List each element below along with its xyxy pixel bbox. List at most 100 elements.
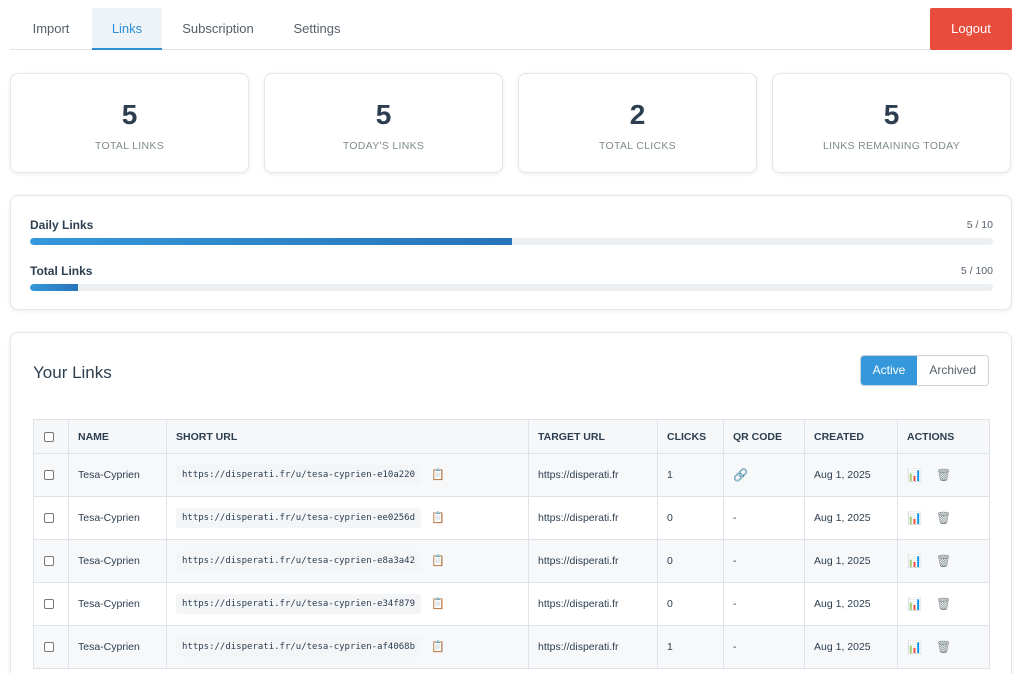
column-header-target-url: TARGET URL xyxy=(528,419,658,454)
column-header-created: CREATED xyxy=(804,419,898,454)
row-select-cell xyxy=(33,539,69,583)
stat-label: TOTAL CLICKS xyxy=(599,140,676,152)
actions-cell: 📊 🗑 xyxy=(897,539,990,583)
table-row: Tesa-Cyprien https://disperati.fr/u/tesa… xyxy=(33,496,990,540)
links-panel: Your Links Active Archived NAME SHORT UR… xyxy=(10,332,1012,673)
stat-value: 2 xyxy=(629,99,646,130)
click-count: 1 xyxy=(657,453,724,497)
bar-chart-icon[interactable]: 📊 xyxy=(907,597,922,611)
stat-label: TODAY'S LINKS xyxy=(342,140,425,152)
qr-code-cell: 🔗 xyxy=(723,453,805,497)
link-name: Tesa-Cyprien xyxy=(68,539,167,583)
stat-card-todays-links: 5 TODAY'S LINKS xyxy=(264,73,503,173)
trash-icon[interactable]: 🗑 xyxy=(935,554,952,568)
link-name: Tesa-Cyprien xyxy=(68,496,167,540)
row-select-cell xyxy=(33,582,69,626)
table-row: Tesa-Cyprien https://disperati.fr/u/tesa… xyxy=(33,539,990,583)
click-count: 1 xyxy=(657,625,724,669)
qr-code-cell: - xyxy=(723,496,805,540)
links-table: NAME SHORT URL TARGET URL CLICKS QR CODE… xyxy=(33,419,990,669)
actions-cell: 📊 🗑 xyxy=(897,496,990,540)
archived-filter-button[interactable]: Archived xyxy=(917,356,988,385)
usage-progress-panel: Daily Links 5 / 10 Total Links 5 / 100 xyxy=(10,195,1012,310)
stat-label: TOTAL LINKS xyxy=(94,140,165,152)
actions-cell: 📊 🗑 xyxy=(897,625,990,669)
link-icon[interactable]: 🔗 xyxy=(733,468,748,482)
qr-code-cell: - xyxy=(723,625,805,669)
links-title: Your Links xyxy=(33,363,112,382)
row-checkbox[interactable] xyxy=(44,470,54,481)
column-header-actions: ACTIONS xyxy=(897,419,990,454)
select-all-checkbox[interactable] xyxy=(44,431,54,442)
trash-icon[interactable]: 🗑 xyxy=(935,640,952,654)
tab-links[interactable]: Links xyxy=(92,8,162,50)
table-header-row: NAME SHORT URL TARGET URL CLICKS QR CODE… xyxy=(33,419,990,454)
click-count: 0 xyxy=(657,496,724,540)
daily-links-progress-fill xyxy=(30,238,512,245)
target-url: https://disperati.fr xyxy=(528,582,658,626)
column-header-name: NAME xyxy=(68,419,167,454)
total-links-progress-bar xyxy=(30,284,993,291)
tab-import[interactable]: Import xyxy=(32,21,70,36)
created-date: Aug 1, 2025 xyxy=(804,496,898,540)
stat-card-total-clicks: 2 TOTAL CLICKS xyxy=(518,73,757,173)
short-url[interactable]: https://disperati.fr/u/tesa-cyprien-af40… xyxy=(176,637,421,657)
bar-chart-icon[interactable]: 📊 xyxy=(907,468,922,482)
clipboard-icon[interactable]: 📋 xyxy=(431,597,445,610)
logout-button[interactable]: Logout xyxy=(930,8,1012,50)
trash-icon[interactable]: 🗑 xyxy=(935,468,952,482)
clipboard-icon[interactable]: 📋 xyxy=(431,468,445,481)
row-checkbox[interactable] xyxy=(44,556,54,567)
short-url[interactable]: https://disperati.fr/u/tesa-cyprien-e8a3… xyxy=(176,551,421,571)
actions-cell: 📊 🗑 xyxy=(897,582,990,626)
row-select-cell xyxy=(33,453,69,497)
short-url[interactable]: https://disperati.fr/u/tesa-cyprien-e34f… xyxy=(176,594,421,614)
short-url[interactable]: https://disperati.fr/u/tesa-cyprien-e10a… xyxy=(176,465,421,485)
qr-code-cell: - xyxy=(723,539,805,583)
row-select-cell xyxy=(33,625,69,669)
table-row: Tesa-Cyprien https://disperati.fr/u/tesa… xyxy=(33,625,990,669)
select-all-cell xyxy=(33,419,69,454)
row-checkbox[interactable] xyxy=(44,513,54,524)
clipboard-icon[interactable]: 📋 xyxy=(431,640,445,653)
row-select-cell xyxy=(33,496,69,540)
trash-icon[interactable]: 🗑 xyxy=(935,511,952,525)
clipboard-icon[interactable]: 📋 xyxy=(431,511,445,524)
click-count: 0 xyxy=(657,539,724,583)
table-row: Tesa-Cyprien https://disperati.fr/u/tesa… xyxy=(33,453,990,497)
trash-icon[interactable]: 🗑 xyxy=(935,597,952,611)
click-count: 0 xyxy=(657,582,724,626)
stat-value: 5 xyxy=(375,99,392,130)
stat-card-links-remaining: 5 LINKS REMAINING TODAY xyxy=(772,73,1011,173)
qr-code-cell: - xyxy=(723,582,805,626)
total-links-progress-fill xyxy=(30,284,79,291)
clipboard-icon[interactable]: 📋 xyxy=(431,554,445,567)
created-date: Aug 1, 2025 xyxy=(804,625,898,669)
row-checkbox[interactable] xyxy=(44,642,54,653)
row-checkbox[interactable] xyxy=(44,599,54,610)
short-url-cell: https://disperati.fr/u/tesa-cyprien-ee02… xyxy=(166,496,529,540)
table-row: Tesa-Cyprien https://disperati.fr/u/tesa… xyxy=(33,582,990,626)
tab-subscription[interactable]: Subscription xyxy=(182,21,254,36)
short-url-cell: https://disperati.fr/u/tesa-cyprien-e10a… xyxy=(166,453,529,497)
actions-cell: 📊 🗑 xyxy=(897,453,990,497)
stat-value: 5 xyxy=(121,99,138,130)
stat-value: 5 xyxy=(883,99,900,130)
tab-settings[interactable]: Settings xyxy=(293,21,341,36)
bar-chart-icon[interactable]: 📊 xyxy=(907,554,922,568)
total-links-label: Total Links xyxy=(30,264,93,278)
short-url-cell: https://disperati.fr/u/tesa-cyprien-e34f… xyxy=(166,582,529,626)
active-filter-button[interactable]: Active xyxy=(860,356,918,385)
link-name: Tesa-Cyprien xyxy=(68,625,167,669)
short-url[interactable]: https://disperati.fr/u/tesa-cyprien-ee02… xyxy=(176,508,421,528)
column-header-qr-code: QR CODE xyxy=(723,419,805,454)
bar-chart-icon[interactable]: 📊 xyxy=(907,511,922,525)
column-header-short-url: SHORT URL xyxy=(166,419,529,454)
bar-chart-icon[interactable]: 📊 xyxy=(907,640,922,654)
short-url-cell: https://disperati.fr/u/tesa-cyprien-af40… xyxy=(166,625,529,669)
daily-links-count: 5 / 10 xyxy=(966,219,993,231)
link-name: Tesa-Cyprien xyxy=(68,582,167,626)
stat-card-total-links: 5 TOTAL LINKS xyxy=(10,73,249,173)
active-archived-toggle: Active Archived xyxy=(859,355,989,386)
created-date: Aug 1, 2025 xyxy=(804,539,898,583)
